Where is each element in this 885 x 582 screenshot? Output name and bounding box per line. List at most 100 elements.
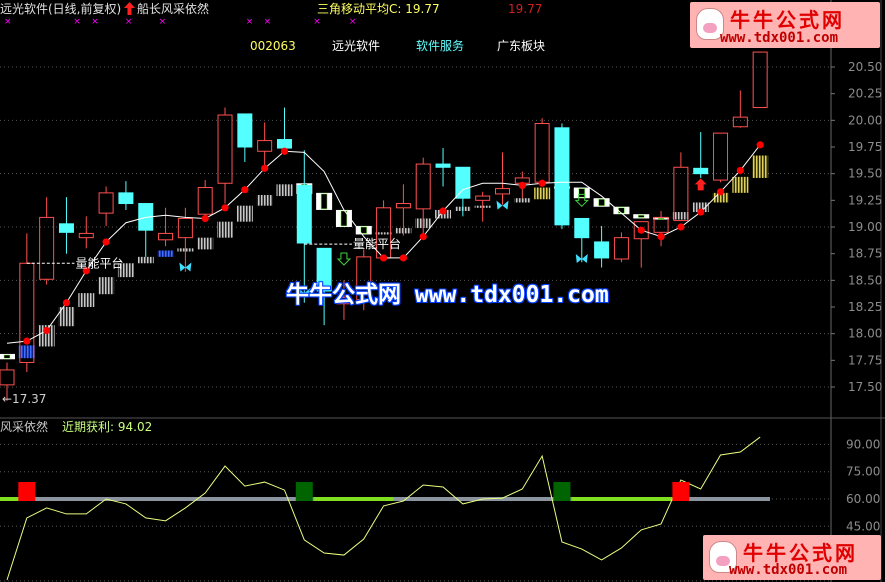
butterfly-icon — [179, 262, 192, 272]
ma-label: 三角移动平均C: 19.77 — [317, 2, 440, 16]
red-up-arrow-icon — [694, 178, 707, 191]
band-inner — [657, 218, 665, 220]
y-tick-label: 19.00 — [848, 220, 882, 234]
candle-up — [633, 221, 649, 240]
y-tick-label: 20.00 — [848, 113, 882, 127]
ma-dot — [637, 226, 645, 234]
candle-up — [197, 187, 213, 215]
y-tick-label: 18.75 — [848, 247, 882, 261]
ma-dot — [399, 254, 407, 262]
red-up-arrow-icon — [124, 2, 135, 15]
logo-url: www.tdx001.com — [729, 562, 848, 578]
y-tick-label: 19.50 — [848, 167, 882, 181]
cow-mascot-icon — [709, 541, 737, 573]
band-gray — [375, 232, 392, 235]
ma-dot — [23, 337, 31, 345]
signal-square-green — [553, 482, 571, 501]
candle-down — [276, 139, 292, 149]
candle-up — [395, 203, 411, 209]
y-tick-label: 17.75 — [848, 353, 882, 367]
candle-up — [217, 114, 233, 184]
candle-down — [594, 241, 610, 259]
lower-panel-name: 风采依然 — [0, 420, 49, 434]
candle-up — [673, 166, 689, 222]
candle-down — [58, 223, 74, 233]
platform-label: 量能平台 — [353, 236, 401, 251]
band-gray — [117, 263, 134, 278]
butterfly-icon — [575, 254, 588, 263]
candle-down — [237, 113, 253, 148]
band-yellow — [752, 155, 769, 178]
band-inner — [340, 210, 348, 227]
candle-down — [455, 166, 471, 199]
candle-up — [713, 132, 729, 181]
ma-dot — [439, 207, 447, 215]
candle-up — [39, 216, 55, 280]
candle-up — [356, 256, 372, 301]
magenta-x-mark: × — [73, 17, 81, 27]
ma-dot — [518, 181, 526, 189]
ma-dot — [62, 299, 71, 307]
band-gray — [38, 325, 55, 347]
y-tick-label: 17.50 — [848, 380, 882, 394]
ma-dot — [102, 238, 110, 246]
butterfly-icon — [496, 200, 509, 210]
candle-up — [752, 51, 768, 109]
band-gray — [514, 198, 531, 203]
candle-up — [653, 216, 669, 233]
ma-dot — [657, 233, 665, 241]
ma-dot — [756, 141, 764, 149]
ma-dot — [379, 254, 388, 262]
y-tick-label: 90.00 — [846, 437, 880, 451]
band-blue — [18, 345, 35, 359]
ma-dot — [736, 166, 744, 175]
platform-label: 量能平台 — [75, 255, 123, 270]
stock-code[interactable]: 002063 — [250, 39, 296, 53]
magenta-x-mark: × — [246, 17, 254, 27]
band-gray — [692, 202, 709, 213]
ma-dot — [280, 147, 289, 155]
candle-up — [177, 217, 193, 239]
candle-up — [0, 369, 15, 386]
stock-name[interactable]: 远光软件 — [332, 39, 381, 53]
region-label[interactable]: 广东板块 — [497, 39, 546, 53]
band-gray — [276, 184, 293, 197]
ma-value-red: 19.77 — [508, 2, 543, 16]
band-gray — [78, 293, 95, 307]
magenta-x-mark: × — [313, 17, 321, 27]
oscillator-line — [6, 436, 761, 581]
signal-square-red — [672, 482, 690, 501]
ma-dot — [43, 326, 51, 335]
magenta-x-mark: × — [264, 17, 272, 27]
indicator-name: 船长风采依然 — [137, 2, 210, 16]
candle-up — [534, 123, 550, 183]
profit-label: 近期获利: 94.02 — [62, 420, 153, 434]
ma-dot — [261, 164, 269, 172]
band-inner — [360, 226, 368, 234]
bottom-watermark-logo: 牛牛公式网 www.tdx001.com — [703, 535, 881, 580]
candle-up — [78, 232, 94, 239]
signal-square-green — [295, 482, 313, 501]
candle-up — [415, 163, 431, 210]
green-down-arrow-icon — [574, 193, 589, 208]
band-markers — [0, 155, 769, 360]
band-gray — [672, 212, 689, 220]
candle-up — [495, 188, 510, 195]
industry-label[interactable]: 软件服务 — [416, 39, 465, 53]
signal-square-red — [18, 482, 36, 501]
candle-up — [257, 140, 273, 152]
center-watermark: 牛牛公式网 www.tdx001.com — [286, 282, 609, 308]
band-gray — [217, 221, 234, 238]
band-inner — [320, 193, 328, 210]
y-tick-label: 20.50 — [848, 60, 882, 74]
candle-up — [732, 116, 748, 128]
band-yellow — [732, 176, 749, 193]
band-inner — [637, 214, 645, 218]
low-price-label: ←17.37 — [2, 392, 47, 406]
candle-down — [554, 127, 570, 226]
band-blue — [157, 250, 174, 257]
y-tick-label: 75.00 — [846, 465, 880, 479]
